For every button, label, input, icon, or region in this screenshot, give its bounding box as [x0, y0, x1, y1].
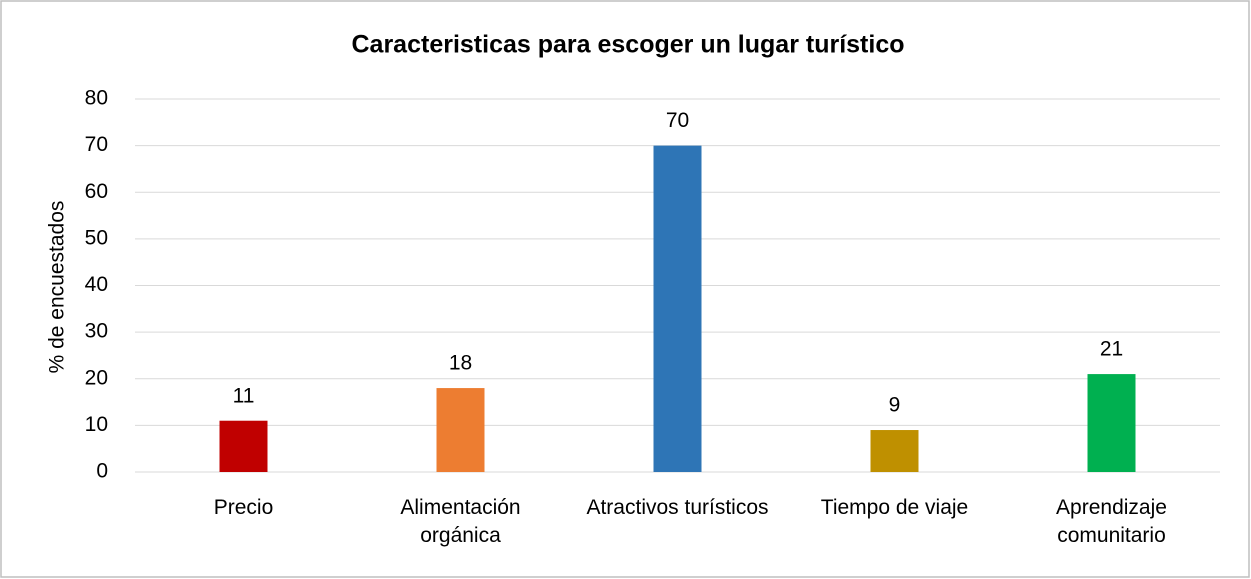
data-label: 21: [1100, 338, 1123, 361]
chart-title: Caracteristicas para escoger un lugar tu…: [352, 31, 905, 59]
bar: [219, 420, 268, 472]
data-label: 11: [233, 384, 255, 407]
bar: [1087, 374, 1136, 472]
y-tick-label: 10: [85, 413, 108, 436]
x-tick-label: Atractivos turísticos: [586, 496, 769, 519]
x-tick-label: Aprendizaje comunitario: [1056, 496, 1167, 547]
data-label: 18: [449, 352, 472, 375]
y-tick-label: 70: [85, 133, 108, 156]
y-axis-label: % de encuestados: [46, 201, 69, 374]
y-tick-label: 80: [85, 87, 108, 110]
y-tick-label: 20: [85, 366, 108, 389]
data-label: 70: [666, 109, 689, 132]
x-tick-label: Alimentación orgánica: [400, 496, 521, 547]
bar: [653, 145, 702, 472]
y-tick-label: 60: [85, 180, 108, 203]
x-tick-label: Precio: [213, 496, 274, 519]
y-tick-label: 40: [85, 273, 108, 296]
y-tick-label: 50: [85, 226, 108, 249]
bar: [870, 430, 919, 472]
y-tick-label: 0: [96, 460, 108, 483]
y-tick-label: 30: [85, 320, 108, 343]
x-tick-label: Tiempo de viaje: [820, 496, 969, 519]
data-label: 9: [889, 394, 901, 417]
bar: [436, 388, 485, 472]
